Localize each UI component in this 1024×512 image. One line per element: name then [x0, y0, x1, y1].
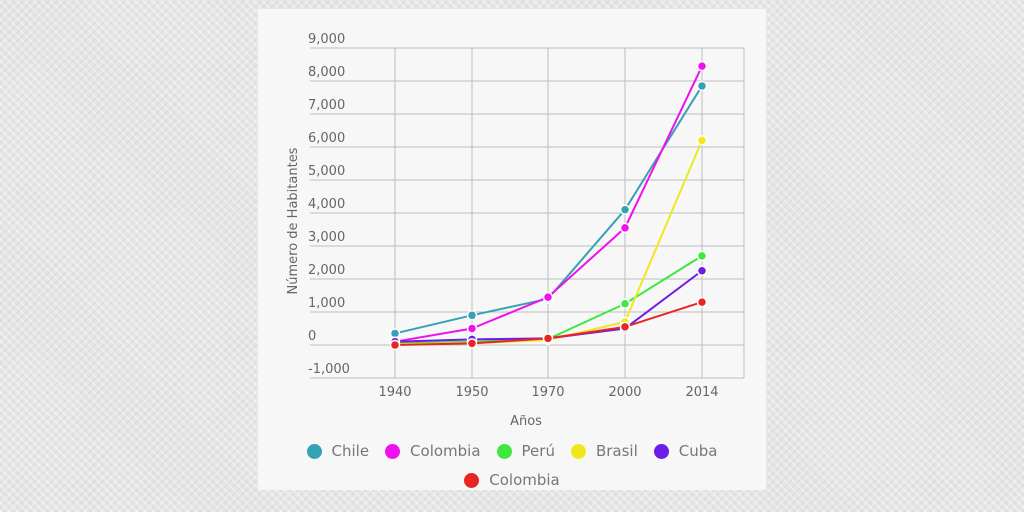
data-point [542, 333, 554, 344]
y-tick-label: 3,000 [308, 230, 345, 245]
legend-label: Chile [331, 442, 370, 460]
legend-item[interactable]: Cuba [653, 441, 718, 461]
data-point [696, 250, 708, 262]
y-axis-title: Número de Habitantes [286, 147, 301, 294]
data-point [619, 204, 631, 215]
y-tick-label: 4,000 [308, 197, 345, 212]
y-axis-ticks: -1,000 0 1,000 2,000 3,000 4,000 5,000 6,000 7,0… [308, 32, 350, 377]
data-point [696, 296, 708, 308]
data-point [696, 60, 708, 72]
grid [310, 47, 745, 379]
y-tick-label: 6,000 [308, 131, 345, 146]
data-point [619, 321, 631, 333]
x-tick-label: 2000 [608, 385, 641, 400]
series-5 [389, 296, 708, 351]
legend-swatch-icon [496, 443, 512, 459]
legend-swatch-icon [653, 443, 669, 459]
legend-item[interactable]: Colombia [385, 441, 481, 461]
x-tick-label: 1970 [531, 385, 564, 400]
data-point [696, 80, 708, 92]
y-tick-label: 2,000 [308, 263, 345, 278]
legend-item[interactable]: Perú [496, 441, 555, 461]
chart-card: -1,000 0 1,000 2,000 3,000 4,000 5,000 6,000 7,0… [258, 9, 766, 490]
x-tick-label: 1950 [455, 385, 488, 400]
data-point [696, 265, 708, 276]
legend-label: Brasil [595, 442, 638, 460]
y-tick-label: -1,000 [308, 362, 350, 377]
series-1 [389, 60, 708, 347]
legend-swatch-icon [306, 443, 322, 459]
legend-item[interactable]: Chile [306, 441, 370, 461]
legend-swatch-icon [385, 443, 401, 459]
x-tick-label: 2014 [685, 385, 718, 400]
y-tick-label: 8,000 [308, 65, 345, 80]
legend-swatch-icon [464, 472, 480, 488]
x-tick-label: 1940 [378, 385, 411, 400]
data-point [542, 291, 554, 303]
legend-swatch-icon [570, 443, 586, 459]
legend-label: Perú [521, 442, 555, 460]
y-tick-label: 9,000 [308, 32, 345, 47]
legend-label: Colombia [489, 471, 560, 489]
legend-label: Colombia [410, 442, 481, 460]
data-point [466, 338, 478, 349]
y-tick-label: 1,000 [308, 296, 345, 311]
data-point [619, 298, 631, 309]
line-chart: -1,000 0 1,000 2,000 3,000 4,000 5,000 6,000 7,0… [286, 32, 745, 429]
series [389, 60, 708, 351]
data-point [619, 222, 631, 234]
legend-item[interactable]: Colombia [464, 470, 560, 490]
y-tick-label: 5,000 [308, 164, 345, 179]
legend-label: Cuba [678, 442, 718, 460]
data-point [466, 323, 478, 334]
y-tick-label: 7,000 [308, 98, 345, 113]
x-axis-title: Años [510, 414, 542, 429]
data-point [466, 310, 478, 321]
x-axis-ticks: 1940 1950 1970 2000 2014 [378, 385, 718, 400]
data-point [696, 135, 708, 146]
data-point [389, 339, 401, 351]
y-tick-label: 0 [308, 329, 316, 344]
legend: Chile Colombia Perú Brasil Cuba Colombia [258, 441, 766, 490]
legend-item[interactable]: Brasil [570, 441, 638, 461]
